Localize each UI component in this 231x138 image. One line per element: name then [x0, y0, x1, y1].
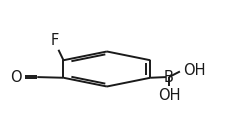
Text: F: F [50, 33, 58, 47]
Text: OH: OH [182, 63, 204, 78]
Text: B: B [163, 70, 173, 85]
Text: OH: OH [157, 88, 179, 103]
Text: O: O [11, 70, 22, 85]
